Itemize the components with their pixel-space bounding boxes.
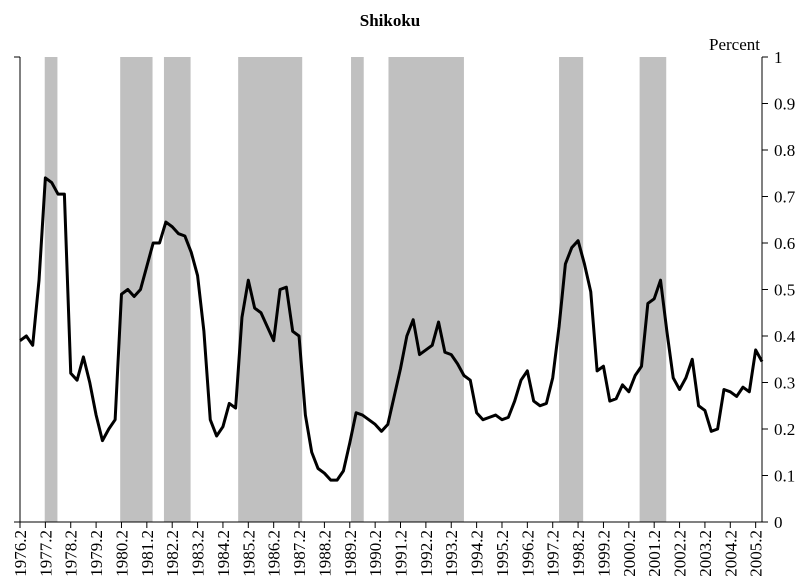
- x-tick-label: 1999.2: [594, 530, 613, 577]
- x-tick-label: 1981.2: [138, 530, 157, 577]
- shaded-period: [351, 57, 364, 522]
- data-line: [19, 176, 764, 482]
- y-tick-label: 0.5: [774, 281, 795, 300]
- shaded-period: [163, 57, 191, 522]
- y-axis-label: Percent: [709, 35, 760, 54]
- x-tick-label: 1977.2: [36, 530, 55, 577]
- x-tick-label: 1982.2: [163, 530, 182, 577]
- shaded-period: [44, 57, 58, 522]
- shaded-period: [388, 57, 464, 522]
- x-tick-label: 1985.2: [239, 530, 258, 577]
- y-tick-label: 0: [774, 513, 783, 532]
- x-tick-label: 1987.2: [290, 530, 309, 577]
- y-tick-label: 1: [774, 48, 783, 67]
- x-tick-label: 1991.2: [392, 530, 411, 577]
- chart-title: Shikoku: [360, 11, 421, 30]
- y-tick-label: 0.3: [774, 374, 795, 393]
- x-tick-label: 1993.2: [442, 530, 461, 577]
- x-tick-label: 1998.2: [569, 530, 588, 577]
- x-tick-label: 2000.2: [620, 530, 639, 577]
- y-tick-label: 0.1: [774, 467, 795, 486]
- y-tick-label: 0.9: [774, 95, 795, 114]
- x-tick-label: 1990.2: [366, 530, 385, 577]
- y-tick-label: 0.6: [774, 234, 795, 253]
- x-tick-label: 1980.2: [112, 530, 131, 577]
- shaded-period: [120, 57, 153, 522]
- y-tick-label: 0.2: [774, 420, 795, 439]
- x-tick-label: 2003.2: [696, 530, 715, 577]
- x-tick-label: 1984.2: [214, 530, 233, 577]
- x-tick-label: 1978.2: [62, 530, 81, 577]
- x-tick-label: 1986.2: [265, 530, 284, 577]
- y-tick-label: 0.4: [774, 327, 796, 346]
- x-tick-label: 1994.2: [468, 530, 487, 577]
- y-tick-label: 0.7: [774, 188, 796, 207]
- y-tick-label: 0.8: [774, 141, 795, 160]
- x-tick-label: 1979.2: [87, 530, 106, 577]
- x-tick-label: 1996.2: [518, 530, 537, 577]
- x-tick-label: 1995.2: [493, 530, 512, 577]
- x-tick-label: 1989.2: [341, 530, 360, 577]
- x-tick-label: 1992.2: [417, 530, 436, 577]
- x-tick-label: 1988.2: [315, 530, 334, 577]
- x-tick-label: 2005.2: [747, 530, 766, 577]
- x-tick-label: 1976.2: [11, 530, 30, 577]
- x-tick-label: 2004.2: [721, 530, 740, 577]
- shaded-period: [238, 57, 303, 522]
- x-tick-label: 2002.2: [671, 530, 690, 577]
- x-tick-label: 2001.2: [645, 530, 664, 577]
- x-tick-label: 1983.2: [189, 530, 208, 577]
- x-tick-label: 1997.2: [544, 530, 563, 577]
